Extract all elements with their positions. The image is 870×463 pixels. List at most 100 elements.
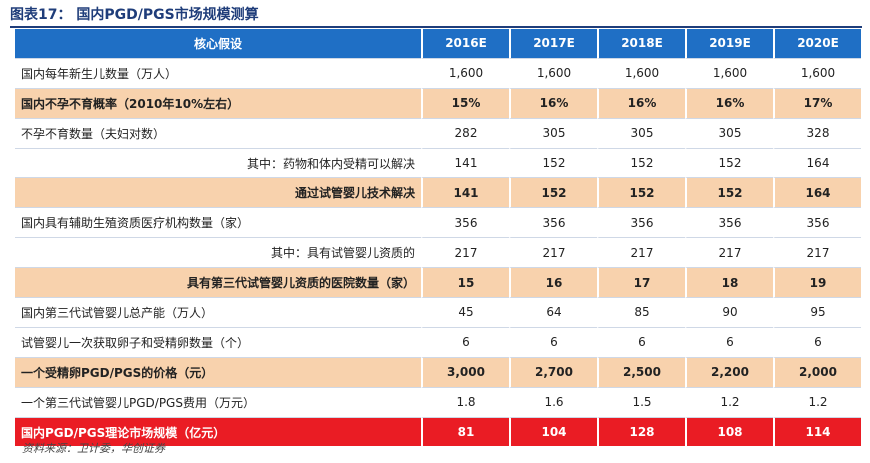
cell-value: 6 — [597, 327, 685, 358]
cell-value: 17% — [773, 88, 861, 119]
cell-value: 328 — [773, 118, 861, 149]
table-row: 通过试管婴儿技术解决 141 152 152 152 164 — [15, 178, 861, 209]
table-row: 试管婴儿一次获取卵子和受精卵数量（个） 6 6 6 6 6 — [15, 327, 861, 358]
cell-value: 6 — [773, 327, 861, 358]
cell-value: 64 — [509, 298, 597, 328]
cell-value: 1,600 — [509, 58, 597, 89]
row-label: 国内PGD/PGS理论市场规模（亿元） — [15, 417, 421, 447]
row-label: 其中：具有试管婴儿资质的 — [15, 238, 421, 269]
cell-value: 16% — [685, 88, 773, 119]
table-row: 国内PGD/PGS理论市场规模（亿元） 81 104 128 108 114 — [15, 417, 861, 447]
cell-value: 356 — [509, 208, 597, 239]
cell-value: 356 — [773, 208, 861, 239]
cell-value: 1,600 — [773, 58, 861, 89]
cell-value: 6 — [685, 327, 773, 358]
cell-value: 217 — [773, 238, 861, 269]
cell-value: 2,500 — [597, 357, 685, 388]
cell-value: 85 — [597, 298, 685, 328]
cell-value: 81 — [421, 417, 509, 447]
cell-value: 305 — [597, 118, 685, 149]
cell-value: 18 — [685, 268, 773, 299]
cell-value: 1.2 — [773, 387, 861, 418]
cell-value: 6 — [421, 327, 509, 358]
row-label: 一个第三代试管婴儿PGD/PGS费用（万元） — [15, 387, 421, 418]
cell-value: 15 — [421, 268, 509, 299]
cell-value: 217 — [509, 238, 597, 269]
cell-value: 217 — [685, 238, 773, 269]
row-label: 通过试管婴儿技术解决 — [15, 178, 421, 209]
row-label: 试管婴儿一次获取卵子和受精卵数量（个） — [15, 327, 421, 358]
cell-value: 1.6 — [509, 387, 597, 418]
cell-value: 128 — [597, 417, 685, 447]
cell-value: 356 — [685, 208, 773, 239]
row-label: 国内具有辅助生殖资质医疗机构数量（家） — [15, 208, 421, 239]
cell-value: 152 — [597, 178, 685, 209]
cell-value: 152 — [685, 178, 773, 209]
table-row: 其中：具有试管婴儿资质的 217 217 217 217 217 — [15, 238, 861, 269]
cell-value: 1,600 — [597, 58, 685, 89]
cell-value: 2,200 — [685, 357, 773, 388]
cell-value: 108 — [685, 417, 773, 447]
row-label: 国内每年新生儿数量（万人） — [15, 58, 421, 89]
table-row: 国内具有辅助生殖资质医疗机构数量（家） 356 356 356 356 356 — [15, 208, 861, 239]
cell-value: 152 — [509, 178, 597, 209]
table-row: 具有第三代试管婴儿资质的医院数量（家） 15 16 17 18 19 — [15, 268, 861, 299]
cell-value: 1,600 — [421, 58, 509, 89]
table-row: 国内每年新生儿数量（万人） 1,600 1,600 1,600 1,600 1,600 — [15, 58, 861, 89]
row-label: 其中：药物和体内受精可以解决 — [15, 148, 421, 179]
header-year: 2018E — [597, 29, 685, 59]
header-year: 2020E — [773, 29, 861, 59]
row-label: 国内不孕不育概率（2010年10%左右） — [15, 88, 421, 119]
cell-value: 217 — [421, 238, 509, 269]
cell-value: 164 — [773, 178, 861, 209]
row-label: 国内第三代试管婴儿总产能（万人） — [15, 298, 421, 328]
cell-value: 1.5 — [597, 387, 685, 418]
cell-value: 356 — [597, 208, 685, 239]
cell-value: 305 — [685, 118, 773, 149]
cell-value: 141 — [421, 178, 509, 209]
cell-value: 3,000 — [421, 357, 509, 388]
cell-value: 356 — [421, 208, 509, 239]
table-row: 不孕不育数量（夫妇对数） 282 305 305 305 328 — [15, 118, 861, 149]
cell-value: 164 — [773, 148, 861, 179]
cell-value: 1.2 — [685, 387, 773, 418]
table-row: 国内第三代试管婴儿总产能（万人） 45 64 85 90 95 — [15, 298, 861, 328]
cell-value: 141 — [421, 148, 509, 179]
header-assumption: 核心假设 — [15, 29, 421, 59]
cell-value: 104 — [509, 417, 597, 447]
cell-value: 45 — [421, 298, 509, 328]
cell-value: 152 — [685, 148, 773, 179]
cell-value: 217 — [597, 238, 685, 269]
row-label: 不孕不育数量（夫妇对数） — [15, 118, 421, 149]
cell-value: 1,600 — [685, 58, 773, 89]
cell-value: 90 — [685, 298, 773, 328]
header-year: 2016E — [421, 29, 509, 59]
table-row: 一个受精卵PGD/PGS的价格（元） 3,000 2,700 2,500 2,200 2,… — [15, 357, 861, 388]
cell-value: 17 — [597, 268, 685, 299]
header-year: 2017E — [509, 29, 597, 59]
row-label: 具有第三代试管婴儿资质的医院数量（家） — [15, 268, 421, 299]
cell-value: 1.8 — [421, 387, 509, 418]
table-header-row: 核心假设 2016E 2017E 2018E 2019E 2020E — [15, 29, 861, 59]
table-row: 一个第三代试管婴儿PGD/PGS费用（万元） 1.8 1.6 1.5 1.2 1.2 — [15, 387, 861, 418]
cell-value: 15% — [421, 88, 509, 119]
cell-value: 305 — [509, 118, 597, 149]
header-year: 2019E — [685, 29, 773, 59]
title-divider — [10, 26, 862, 28]
source-note: 资料来源：卫计委，华创证券 — [22, 442, 165, 455]
cell-value: 282 — [421, 118, 509, 149]
row-label: 一个受精卵PGD/PGS的价格（元） — [15, 357, 421, 388]
cell-value: 152 — [597, 148, 685, 179]
cell-value: 16% — [597, 88, 685, 119]
cell-value: 2,700 — [509, 357, 597, 388]
figure-title: 图表17： 国内PGD/PGS市场规模测算 — [10, 7, 259, 23]
market-size-table: 核心假设 2016E 2017E 2018E 2019E 2020E 国内每年新… — [15, 29, 861, 447]
cell-value: 16 — [509, 268, 597, 299]
cell-value: 19 — [773, 268, 861, 299]
table-row: 国内不孕不育概率（2010年10%左右） 15% 16% 16% 16% 17% — [15, 88, 861, 119]
cell-value: 16% — [509, 88, 597, 119]
cell-value: 114 — [773, 417, 861, 447]
cell-value: 152 — [509, 148, 597, 179]
cell-value: 95 — [773, 298, 861, 328]
cell-value: 6 — [509, 327, 597, 358]
